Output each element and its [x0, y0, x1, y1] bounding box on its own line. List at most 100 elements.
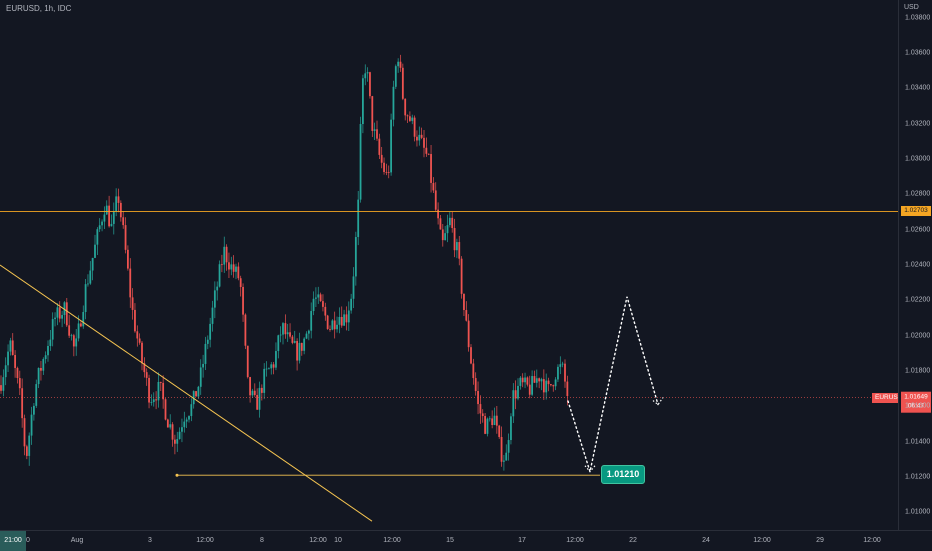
candle-body	[221, 264, 223, 266]
candle-body	[503, 460, 505, 462]
candle-body	[453, 228, 456, 251]
candle-body	[547, 380, 550, 385]
candle-body	[232, 264, 235, 272]
time-axis[interactable]: 21:00 0 Aug 3 12:00 8 12:00 10 12:00 15 17 12:00 22…	[0, 530, 932, 551]
candle-body	[507, 440, 510, 453]
candle-body	[96, 229, 99, 245]
time-tick-label: 22	[629, 537, 637, 544]
candle-body	[521, 377, 524, 383]
candle-body	[91, 257, 94, 271]
candle-body	[354, 237, 357, 277]
candle-body	[345, 314, 348, 323]
current-price-badge: 1.01649 06:47	[901, 391, 931, 413]
candle-body	[326, 315, 329, 329]
candle-body	[127, 249, 129, 269]
projected-price-path	[567, 296, 659, 475]
candle-body	[244, 314, 247, 346]
candle-body	[7, 351, 9, 366]
price-tick-label: 1.03800	[905, 14, 931, 22]
trendline	[0, 264, 373, 522]
candle-body	[495, 415, 498, 426]
candle-body	[209, 323, 212, 340]
candle-body	[87, 283, 89, 285]
candle-body	[138, 338, 141, 343]
candle-body	[199, 367, 202, 387]
candle-body	[524, 377, 526, 383]
time-tick-label: 12:00	[196, 537, 214, 544]
candle-body	[463, 293, 465, 311]
candle-body	[84, 284, 87, 313]
candle-body	[37, 367, 40, 385]
candle-body	[406, 115, 409, 117]
projected-path-arrowhead	[584, 465, 596, 473]
price-tick-label: 1.02600	[905, 226, 931, 234]
time-tick-label: 3	[148, 537, 152, 544]
candle-body	[105, 205, 108, 215]
candle-body	[432, 182, 435, 191]
time-tick-label: 12:00	[309, 537, 327, 544]
candle-body	[77, 323, 80, 339]
candle-body	[394, 66, 397, 87]
candle-body	[65, 302, 68, 326]
candle-body	[44, 355, 47, 360]
time-tick-label: 29	[816, 537, 824, 544]
candle-body	[211, 307, 214, 324]
candle-body	[423, 137, 425, 148]
candle-body	[465, 310, 468, 321]
candle-body	[505, 452, 508, 461]
price-tick-label: 1.03400	[905, 84, 931, 92]
candle-body	[101, 221, 103, 226]
candle-body	[56, 307, 59, 318]
candle-body	[136, 331, 139, 339]
price-chart[interactable]	[0, 0, 898, 530]
candle-body	[143, 363, 146, 373]
candle-body	[89, 270, 92, 284]
candle-body	[460, 258, 463, 294]
candle-body	[545, 380, 548, 393]
candle-body	[61, 315, 63, 319]
candle-body	[176, 439, 179, 444]
price-tick-label: 1.02800	[905, 190, 931, 198]
candle-body	[434, 190, 437, 210]
candle-body	[310, 311, 313, 331]
candle-body	[392, 86, 395, 120]
horizontal-line-price-badge: 1.02703	[901, 206, 931, 217]
candle-body	[481, 413, 484, 417]
candle-body	[58, 307, 61, 319]
candle-body	[284, 323, 287, 335]
candle-body	[484, 416, 486, 434]
candle-body	[319, 294, 322, 302]
candle-body	[260, 387, 263, 393]
candle-body	[458, 242, 461, 259]
candle-body	[145, 372, 148, 378]
price-axis[interactable]: USD 1.02703 1.01649 06:47 1.03800 1.03600…	[898, 0, 932, 530]
candle-body	[350, 298, 353, 311]
candle-body	[25, 446, 28, 456]
candle-body	[380, 154, 383, 163]
candle-body	[23, 418, 26, 447]
candle-body	[383, 162, 385, 172]
candle-body	[141, 342, 143, 364]
candle-body	[366, 72, 369, 74]
candle-body	[336, 324, 338, 330]
symbol-title[interactable]: EURUSD, 1h, IDC	[6, 4, 72, 13]
candle-body	[552, 385, 555, 387]
candle-body	[550, 384, 552, 386]
candle-body	[282, 323, 284, 335]
candle-body	[185, 419, 188, 422]
candle-body	[157, 381, 160, 401]
candle-body	[324, 306, 327, 316]
candle-body	[14, 355, 16, 368]
candle-body	[112, 211, 115, 224]
time-tick-label: 15	[446, 537, 454, 544]
chart-pane[interactable]: EURUSD, 1h, IDC 1.01210 EURUSD	[0, 0, 906, 530]
candle-body	[75, 338, 78, 347]
candle-body	[197, 386, 200, 397]
candle-body	[498, 425, 501, 437]
price-tick-label: 1.01800	[905, 367, 931, 375]
candle-body	[528, 384, 531, 395]
candle-body	[329, 328, 331, 330]
candle-body	[564, 363, 566, 382]
candle-body	[181, 427, 183, 432]
candle-body	[98, 225, 101, 230]
